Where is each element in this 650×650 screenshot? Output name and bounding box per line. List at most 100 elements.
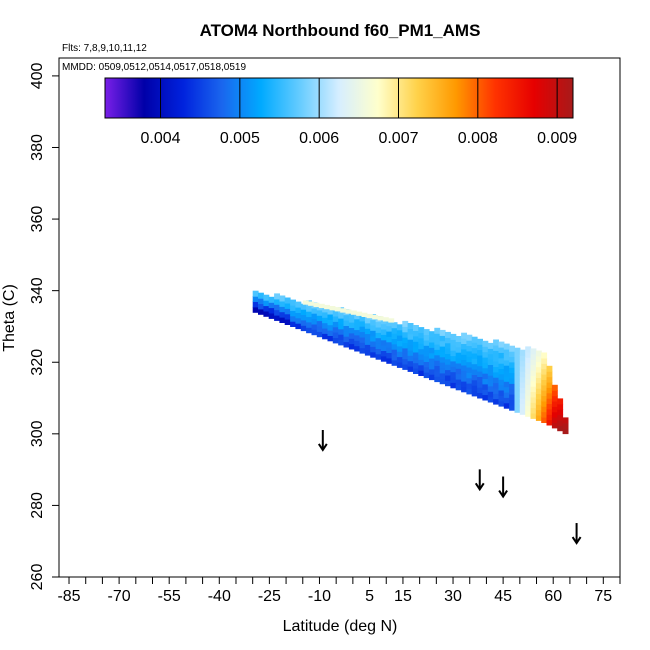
heat-cell bbox=[530, 369, 537, 376]
heat-cell bbox=[482, 394, 489, 401]
x-tick-label: -70 bbox=[108, 588, 131, 605]
heat-cell bbox=[434, 333, 441, 340]
heat-cell bbox=[519, 398, 526, 405]
heat-cell bbox=[530, 353, 537, 360]
heat-cell bbox=[439, 329, 446, 336]
heat-cell bbox=[519, 403, 526, 410]
heat-cell bbox=[525, 367, 532, 374]
heat-cell bbox=[445, 380, 451, 387]
heat-cell bbox=[252, 306, 259, 313]
heat-cell bbox=[306, 321, 312, 328]
heat-cell bbox=[525, 389, 532, 396]
heat-cell bbox=[535, 409, 542, 416]
heat-cell bbox=[509, 351, 515, 357]
heat-cell bbox=[546, 398, 553, 404]
heat-cell bbox=[551, 406, 558, 413]
heat-cell bbox=[434, 365, 441, 372]
heat-cell bbox=[551, 422, 558, 429]
heat-cell bbox=[503, 370, 510, 377]
heat-cell bbox=[316, 315, 323, 322]
heat-cell bbox=[514, 385, 521, 392]
heat-cell bbox=[402, 331, 409, 338]
heat-cell bbox=[461, 364, 467, 371]
heat-cell bbox=[439, 356, 446, 363]
heat-cell bbox=[413, 335, 419, 342]
heat-cell bbox=[380, 345, 387, 351]
heat-cell bbox=[418, 327, 425, 334]
heat-cell bbox=[466, 361, 473, 368]
heat-cell bbox=[418, 359, 425, 366]
heat-cell bbox=[434, 360, 441, 366]
y-tick-label: 380 bbox=[29, 134, 46, 161]
heat-cell bbox=[364, 322, 371, 329]
heat-cell bbox=[413, 341, 419, 348]
heat-cell bbox=[493, 350, 499, 357]
colorbar-tick-label: 0.007 bbox=[378, 130, 418, 147]
y-tick-label: 340 bbox=[29, 277, 46, 304]
heat-cell bbox=[386, 357, 393, 364]
heat-cell bbox=[450, 371, 457, 378]
heat-cell bbox=[396, 329, 403, 336]
heat-cell bbox=[482, 373, 489, 379]
heat-cell bbox=[503, 354, 510, 361]
heat-cell bbox=[300, 314, 307, 321]
x-tick-label: -10 bbox=[308, 588, 331, 605]
heat-cell bbox=[509, 399, 515, 406]
heat-cell bbox=[429, 368, 435, 375]
heat-cell bbox=[535, 366, 542, 373]
heat-cell bbox=[557, 409, 564, 416]
heat-cell bbox=[375, 337, 382, 344]
heat-cell bbox=[274, 304, 280, 311]
heat-cell bbox=[316, 320, 323, 327]
heat-cell bbox=[493, 355, 499, 362]
heat-cell bbox=[471, 363, 478, 370]
y-tick-label: 320 bbox=[29, 349, 46, 376]
heat-cell bbox=[530, 364, 537, 371]
heat-cell bbox=[535, 361, 542, 368]
heat-cell bbox=[413, 362, 419, 369]
heat-cell bbox=[477, 376, 483, 383]
heat-cell bbox=[407, 365, 414, 372]
heat-cell bbox=[300, 303, 307, 310]
heat-cell bbox=[407, 355, 414, 362]
heat-cell bbox=[498, 357, 505, 364]
heat-cell bbox=[541, 384, 548, 391]
heat-cell bbox=[493, 344, 499, 351]
heat-cell bbox=[445, 353, 451, 360]
heat-cell bbox=[535, 393, 542, 400]
y-tick-label: 360 bbox=[29, 206, 46, 233]
heat-cell bbox=[514, 363, 521, 370]
heat-cell bbox=[535, 414, 542, 421]
heat-cell bbox=[541, 395, 548, 402]
heat-cell bbox=[396, 335, 403, 341]
heat-cell bbox=[332, 332, 339, 338]
heat-cell bbox=[514, 358, 521, 365]
heat-cell bbox=[295, 317, 302, 324]
heat-cell bbox=[562, 422, 569, 429]
heat-cell bbox=[322, 327, 328, 334]
heat-cell bbox=[455, 378, 462, 385]
heat-cell bbox=[423, 372, 430, 379]
heat-cell bbox=[284, 313, 291, 320]
heat-cell bbox=[348, 332, 355, 339]
heat-cell bbox=[503, 391, 510, 398]
heat-cell bbox=[546, 387, 553, 394]
heat-cell bbox=[455, 336, 462, 342]
heat-cell bbox=[509, 361, 515, 368]
heat-cell bbox=[345, 309, 352, 314]
heat-cell bbox=[386, 330, 393, 337]
heat-cell bbox=[322, 306, 328, 313]
heat-cell bbox=[423, 356, 430, 362]
heat-cell bbox=[402, 342, 409, 349]
heat-cell bbox=[359, 342, 366, 349]
heat-cell bbox=[268, 307, 275, 314]
down-arrow-icon bbox=[498, 476, 508, 499]
heat-cell bbox=[423, 339, 430, 346]
heat-cell bbox=[498, 346, 505, 353]
heat-cell bbox=[450, 366, 457, 373]
heat-cell bbox=[354, 334, 361, 341]
heat-cell bbox=[343, 325, 350, 332]
heat-cell bbox=[354, 340, 361, 347]
heat-cell bbox=[306, 327, 312, 334]
heat-cell bbox=[514, 396, 521, 402]
